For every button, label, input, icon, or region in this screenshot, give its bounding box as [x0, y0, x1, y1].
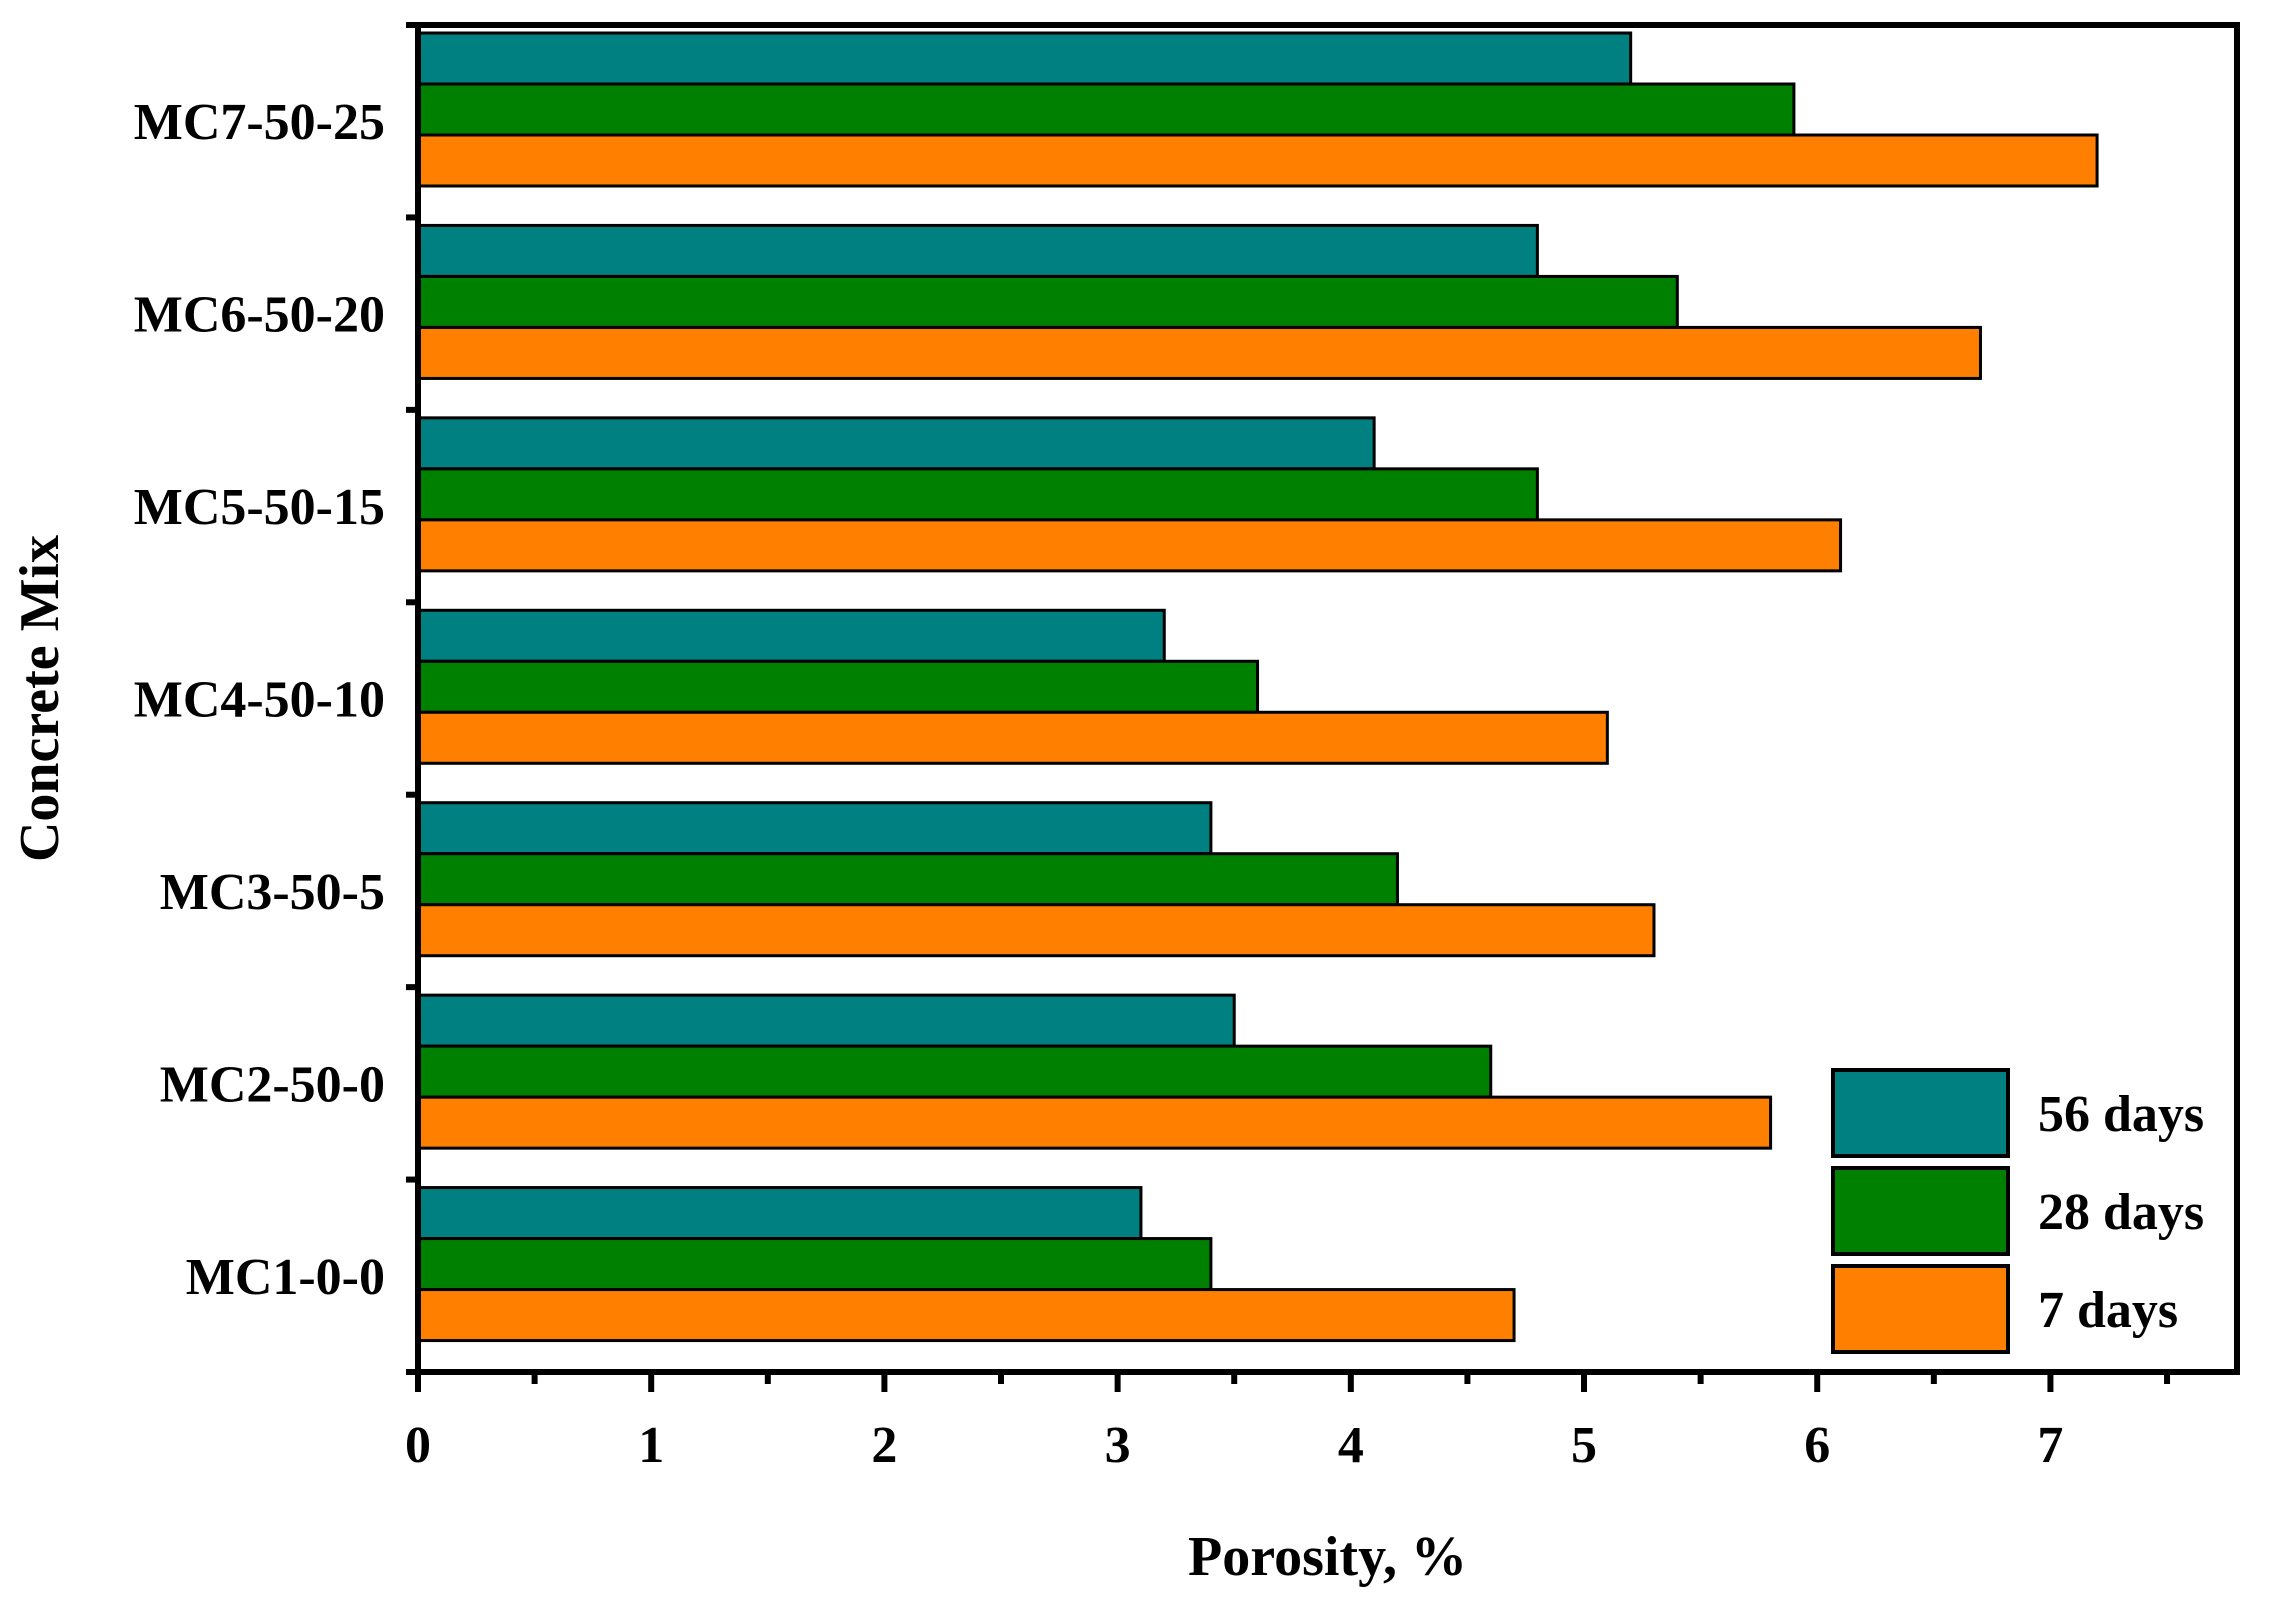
bar-mc4-50-10-28-days	[416, 659, 1260, 714]
x-axis-title: Porosity, %	[1188, 1526, 1467, 1588]
legend-swatch-7-days	[1831, 1264, 2010, 1354]
bar-mc6-50-20-28-days	[416, 274, 1679, 329]
bar-mc3-50-5-28-days	[416, 852, 1399, 907]
bar-mc5-50-15-7-days	[416, 518, 1843, 573]
x-tick-label: 3	[1105, 1417, 1131, 1474]
legend-swatch-56-days	[1831, 1068, 2010, 1158]
x-tick-label: 6	[1804, 1417, 1830, 1474]
bar-mc2-50-0-7-days	[416, 1095, 1773, 1150]
bar-mc7-50-25-56-days	[416, 31, 1633, 86]
y-tick-label: MC3-50-5	[160, 864, 385, 921]
legend-swatch-28-days	[1831, 1166, 2010, 1256]
x-tick-label: 2	[871, 1417, 897, 1474]
x-tick-label: 5	[1571, 1417, 1597, 1474]
bar-mc3-50-5-56-days	[416, 801, 1213, 856]
legend: 56 days 28 days 7 days	[1831, 1068, 2204, 1354]
legend-label: 28 days	[2038, 1184, 2204, 1241]
legend-label: 7 days	[2038, 1282, 2178, 1339]
labels-layer: MC1-0-0 MC2-50-0 MC3-50-5 MC4-50-10 MC5-50-1…	[9, 94, 2063, 1588]
bar-mc3-50-5-7-days	[416, 903, 1656, 958]
x-tick-label: 4	[1338, 1417, 1364, 1474]
axes-layer	[406, 22, 2240, 1392]
bar-mc1-0-0-7-days	[416, 1288, 1516, 1343]
bar-mc7-50-25-28-days	[416, 82, 1796, 137]
x-tick-label: 1	[638, 1417, 664, 1474]
bars-layer	[416, 31, 2099, 1343]
bar-mc6-50-20-56-days	[416, 223, 1539, 278]
bar-mc5-50-15-28-days	[416, 467, 1539, 522]
y-tick-label: MC1-0-0	[186, 1249, 385, 1306]
bar-mc5-50-15-56-days	[416, 416, 1376, 471]
y-tick-label: MC4-50-10	[134, 672, 385, 729]
bar-mc4-50-10-7-days	[416, 710, 1609, 765]
x-tick-label: 7	[2037, 1417, 2063, 1474]
bar-mc1-0-0-56-days	[416, 1186, 1143, 1241]
y-tick-label: MC5-50-15	[134, 479, 385, 536]
bar-mc7-50-25-7-days	[416, 133, 2099, 188]
bar-mc1-0-0-28-days	[416, 1237, 1213, 1292]
plot-frame	[415, 22, 2240, 1375]
x-tick-label: 0	[405, 1417, 431, 1474]
bar-mc2-50-0-56-days	[416, 993, 1236, 1048]
legend-label: 56 days	[2038, 1086, 2204, 1143]
y-tick-label: MC2-50-0	[160, 1056, 385, 1113]
y-tick-label: MC7-50-25	[134, 94, 385, 151]
bar-mc2-50-0-28-days	[416, 1044, 1493, 1099]
y-axis-title: Concrete Mix	[9, 535, 71, 862]
bar-mc4-50-10-56-days	[416, 608, 1166, 663]
bar-mc6-50-20-7-days	[416, 325, 1982, 380]
y-tick-label: MC6-50-20	[134, 287, 385, 344]
